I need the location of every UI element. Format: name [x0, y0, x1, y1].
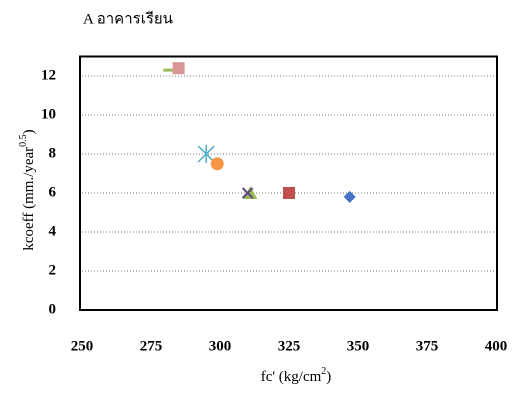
plot-frame	[79, 55, 498, 311]
marker	[241, 187, 254, 199]
y-label-end: )	[21, 129, 37, 134]
marker	[210, 157, 224, 171]
marker	[163, 68, 178, 72]
x-tick-label: 300	[209, 338, 232, 354]
y-tick-label: 12	[41, 67, 56, 83]
y-tick-label: 0	[49, 301, 57, 317]
marker	[172, 62, 185, 75]
y-tick-label: 2	[49, 262, 57, 278]
chart-title: A อาคารเรียน	[83, 10, 173, 27]
y-axis-label: kcoeff (mm./year0.5)	[18, 129, 37, 250]
y-label-text: kcoeff (mm./year	[21, 147, 37, 251]
marker	[243, 186, 258, 199]
x-tick-label: 325	[278, 338, 301, 354]
marker	[283, 187, 295, 199]
x-label-text: fc' (kg/cm	[261, 369, 322, 385]
y-tick-label: 4	[49, 223, 57, 239]
y-tick-label: 6	[49, 184, 57, 200]
x-label-end: )	[326, 369, 331, 385]
x-tick-label: 375	[416, 338, 439, 354]
x-tick-label: 250	[71, 338, 94, 354]
marker	[197, 145, 215, 163]
y-label-sup: 0.5	[18, 134, 29, 147]
y-tick-label: 10	[41, 106, 56, 122]
x-tick-label: 400	[485, 338, 508, 354]
marker	[343, 190, 356, 203]
x-label-sup: 2	[321, 366, 326, 377]
x-axis-label: fc' (kg/cm2)	[261, 366, 332, 385]
x-tick-label: 275	[140, 338, 163, 354]
y-tick-label: 8	[49, 145, 57, 161]
x-tick-label: 350	[347, 338, 370, 354]
